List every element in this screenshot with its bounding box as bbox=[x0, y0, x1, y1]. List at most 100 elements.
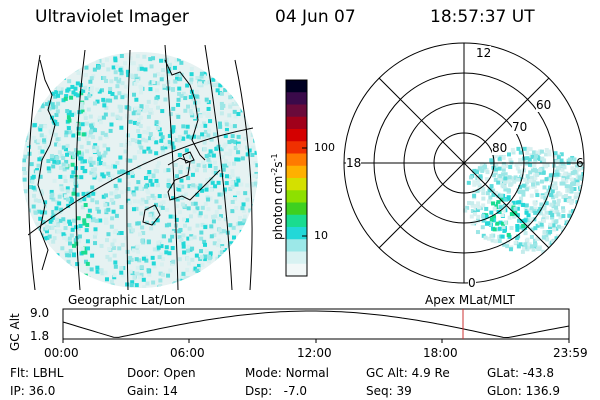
geo-pixel bbox=[63, 147, 68, 152]
geo-pixel bbox=[110, 174, 115, 179]
geo-pixel bbox=[26, 147, 31, 152]
polar-pixel bbox=[473, 212, 478, 217]
geo-pixel bbox=[181, 244, 186, 249]
polar-pixel bbox=[499, 197, 504, 202]
geo-pixel bbox=[101, 194, 106, 199]
geo-pixel bbox=[177, 257, 182, 262]
geo-pixel bbox=[153, 168, 158, 173]
geo-pixel bbox=[50, 128, 55, 133]
geo-pixel bbox=[154, 120, 159, 125]
geo-pixel bbox=[142, 54, 147, 59]
geo-pixel bbox=[37, 107, 42, 112]
polar-pixel bbox=[535, 150, 540, 155]
geo-pixel bbox=[165, 207, 170, 212]
geo-pixel bbox=[45, 145, 50, 150]
polar-pixel bbox=[529, 244, 534, 249]
geo-pixel bbox=[87, 208, 92, 213]
geo-pixel bbox=[188, 109, 193, 114]
geo-pixel bbox=[151, 261, 156, 266]
geo-pixel bbox=[69, 233, 74, 238]
geo-pixel bbox=[37, 198, 42, 203]
polar-pixel bbox=[553, 181, 558, 186]
polar-pixel bbox=[537, 168, 542, 173]
polar-pixel bbox=[524, 210, 529, 215]
polar-pixel bbox=[516, 177, 521, 182]
geo-pixel bbox=[180, 202, 185, 207]
geo-pixel bbox=[137, 258, 142, 263]
field-gain-value: 14 bbox=[162, 384, 178, 398]
geo-pixel bbox=[84, 96, 89, 101]
geo-pixel bbox=[108, 86, 113, 91]
polar-pixel bbox=[498, 173, 503, 178]
polar-pixel bbox=[521, 189, 526, 194]
geo-pixel bbox=[52, 178, 57, 183]
geo-pixel bbox=[136, 221, 141, 226]
polar-pixel bbox=[479, 162, 484, 167]
geo-pixel bbox=[241, 202, 246, 207]
geo-pixel bbox=[237, 221, 242, 226]
colorbar-band bbox=[286, 202, 307, 216]
geo-pixel bbox=[35, 222, 40, 227]
polar-pixel bbox=[518, 184, 523, 189]
geo-pixel bbox=[113, 164, 118, 169]
geo-pixel bbox=[179, 93, 184, 98]
geo-pixel bbox=[160, 135, 165, 140]
polar-pixel bbox=[551, 195, 556, 200]
polar-pixel bbox=[541, 249, 546, 254]
geo-pixel bbox=[187, 261, 192, 266]
geo-pixel bbox=[188, 95, 193, 100]
polar-pixel bbox=[524, 203, 529, 208]
geo-pixel bbox=[171, 259, 176, 264]
geo-pixel bbox=[118, 155, 123, 160]
geo-pixel bbox=[154, 178, 159, 183]
geo-pixel bbox=[26, 132, 31, 137]
geo-pixel bbox=[138, 186, 143, 191]
geo-pixel bbox=[90, 185, 95, 190]
geo-pixel bbox=[75, 81, 80, 86]
polar-pixel bbox=[519, 196, 524, 201]
polar-pixel bbox=[493, 239, 498, 244]
geo-aurora-pixels bbox=[22, 52, 258, 288]
polar-pixel bbox=[543, 152, 548, 157]
geo-pixel bbox=[244, 145, 249, 150]
geo-pixel bbox=[56, 86, 61, 91]
geo-pixel bbox=[64, 251, 69, 256]
polar-pixel bbox=[550, 213, 555, 218]
geo-pixel bbox=[255, 163, 258, 168]
colorbar-band bbox=[286, 190, 307, 203]
geo-pixel bbox=[207, 153, 212, 158]
geo-pixel bbox=[58, 174, 63, 179]
geo-pixel bbox=[89, 170, 94, 175]
geo-pixel bbox=[203, 123, 208, 128]
geo-pixel bbox=[178, 169, 183, 174]
geo-pixel bbox=[209, 234, 214, 239]
geo-pixel bbox=[160, 151, 165, 156]
geo-pixel bbox=[205, 195, 210, 200]
geo-pixel bbox=[203, 129, 208, 134]
geo-pixel bbox=[71, 225, 76, 230]
polar-pixel bbox=[569, 187, 574, 192]
polar-pixel bbox=[486, 199, 491, 204]
geo-pixel bbox=[66, 197, 71, 202]
geo-pixel bbox=[107, 257, 112, 262]
geo-pixel bbox=[222, 229, 227, 234]
geo-pixel bbox=[170, 246, 175, 251]
geo-pixel bbox=[206, 106, 211, 111]
geo-pixel bbox=[71, 191, 76, 196]
geo-pixel bbox=[193, 266, 198, 271]
geo-pixel bbox=[130, 74, 135, 79]
polar-pixel bbox=[515, 213, 520, 218]
geo-pixel bbox=[227, 113, 232, 118]
geo-pixel bbox=[152, 247, 157, 252]
geo-pixel bbox=[138, 232, 143, 237]
geo-pixel bbox=[174, 58, 179, 63]
polar-pixel bbox=[522, 218, 527, 223]
geo-pixel bbox=[162, 85, 167, 90]
geo-pixel bbox=[208, 196, 213, 201]
geo-pixel bbox=[97, 157, 102, 162]
polar-pixel bbox=[491, 201, 496, 206]
geo-pixel bbox=[205, 177, 210, 182]
polar-pixel bbox=[489, 184, 494, 189]
geo-pixel bbox=[211, 219, 216, 224]
geo-pixel bbox=[76, 150, 81, 155]
